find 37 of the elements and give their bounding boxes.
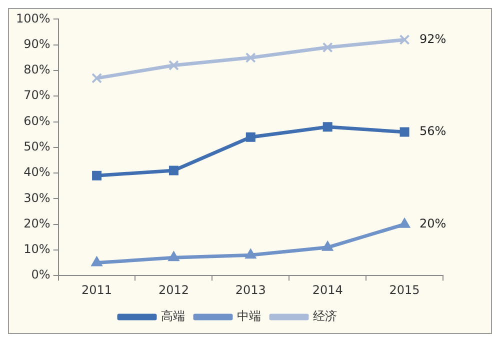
point [322,122,332,132]
point [398,218,410,228]
legend-label: 高端 [161,309,185,324]
x-tick-label: 2012 [158,282,189,297]
y-tick-label: 40% [24,165,50,180]
point [400,127,410,137]
y-tick-label: 80% [24,62,50,77]
y-tick-label: 70% [24,88,50,102]
point [245,52,256,63]
point [168,251,180,262]
data-label: 20% [420,216,446,230]
data-label: 56% [420,124,446,138]
point [246,132,256,142]
x-tick-label: 2014 [312,282,343,297]
legend-label: 中端 [237,309,261,324]
y-tick-label: 60% [24,114,50,128]
point [399,34,410,45]
point [168,166,178,176]
point [91,256,102,266]
y-tick-label: 20% [24,216,50,230]
data-label: 92% [420,32,446,46]
y-tick-label: 30% [24,190,50,205]
point [244,248,256,259]
y-tick-label: 100% [16,11,50,26]
x-tick-label: 2015 [389,282,420,297]
y-tick-label: 10% [24,242,50,256]
point [92,72,102,84]
x-tick-label: 2011 [82,282,112,297]
point [322,240,334,251]
point [92,170,102,180]
y-tick-label: 50% [24,140,50,154]
y-tick-label: 0% [31,268,50,282]
point [322,42,333,53]
y-tick-label: 90% [24,36,50,51]
point [168,60,179,71]
x-tick-label: 2013 [235,282,266,297]
legend-label: 经济 [313,309,337,324]
